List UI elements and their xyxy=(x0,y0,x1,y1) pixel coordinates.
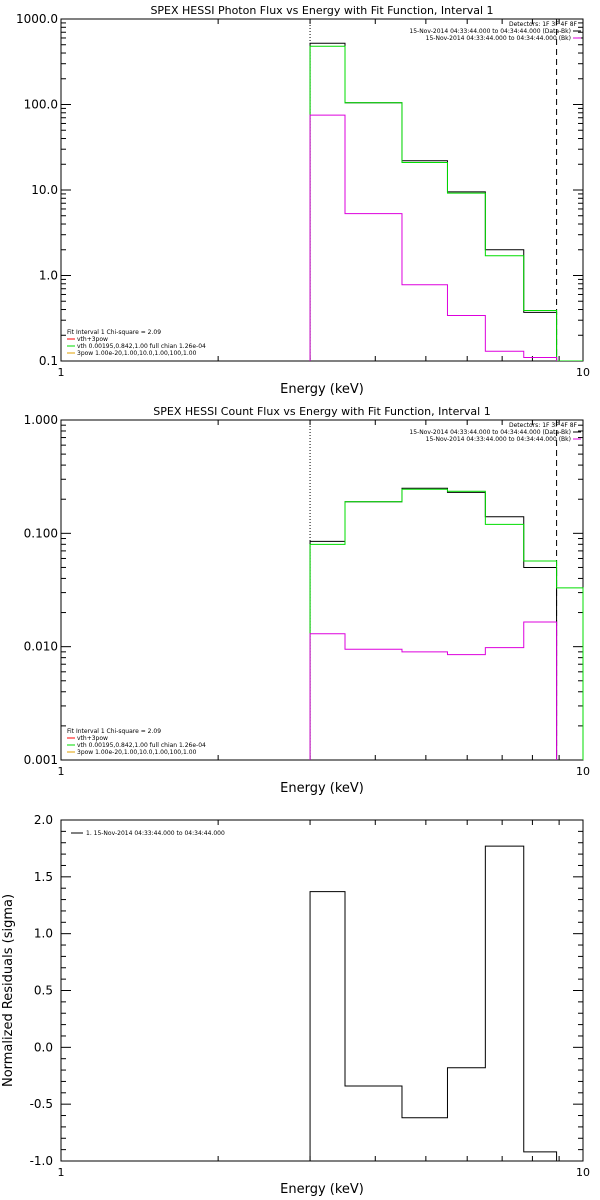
fit-info-line: vth+3pow xyxy=(77,735,108,742)
x-tick-label: 10 xyxy=(576,765,590,778)
x-tick-label: 10 xyxy=(576,366,590,379)
series-1-steps xyxy=(309,845,558,1161)
y-tick-label: 0.1 xyxy=(39,354,58,368)
x-axis-label: Energy (keV) xyxy=(280,382,364,397)
y-tick-label: 100.0 xyxy=(24,98,58,112)
y-tick-label: -1.0 xyxy=(30,1154,53,1168)
series-3-steps xyxy=(309,114,558,361)
y-tick-label: 2.0 xyxy=(34,813,53,827)
legend-entry: 15-Nov-2014 04:33:44.000 to 04:34:44.000… xyxy=(409,429,571,436)
x-tick-label: 1 xyxy=(58,366,65,379)
y-tick-label: -0.5 xyxy=(30,1097,53,1111)
chart-title: SPEX HESSI Photon Flux vs Energy with Fi… xyxy=(150,4,493,17)
y-tick-label: 1.5 xyxy=(34,870,53,884)
chart-panel-2: SPEX HESSI Count Flux vs Energy with Fit… xyxy=(24,405,590,796)
fit-info-line: 3pow 1.00e-20,1.00,10.0,1.00,100,1.00 xyxy=(77,749,197,756)
y-tick-label: 0.010 xyxy=(24,640,58,654)
x-tick-label: 1 xyxy=(58,1166,65,1179)
legend-entry: 15-Nov-2014 04:33:44.000 to 04:34:44.000… xyxy=(426,35,571,42)
plot-frame xyxy=(60,18,584,362)
chart-panel-1: SPEX HESSI Photon Flux vs Energy with Fi… xyxy=(16,4,590,397)
series-2-steps xyxy=(309,45,583,361)
series-1-steps xyxy=(309,42,558,361)
x-axis-label: Energy (keV) xyxy=(280,781,364,796)
fit-info-line: vth 0.00195,0.842,1.00 full chian 1.26e-… xyxy=(77,742,206,749)
y-tick-label: 1.0 xyxy=(34,927,53,941)
y-tick-label: 10.0 xyxy=(31,183,58,197)
y-tick-label: 0.5 xyxy=(34,984,53,998)
legend-entry: 15-Nov-2014 04:33:44.000 to 04:34:44.000… xyxy=(426,436,571,443)
fit-info-line: vth 0.00195,0.842,1.00 full chian 1.26e-… xyxy=(77,343,206,350)
legend-header: Detectors: 1F 3F 4F 8F xyxy=(509,422,578,429)
y-tick-label: 1000.0 xyxy=(16,12,58,26)
x-tick-label: 1 xyxy=(58,765,65,778)
chart-panel-3: 1 10 Energy (keV) 2.0 1.5 1.0 0.5 0.0 -0.5 -1.0 No… xyxy=(1,813,590,1197)
y-tick-label: 0.100 xyxy=(24,526,58,540)
fit-info-line: Fit Interval 1 Chi-square = 2.09 xyxy=(67,329,161,336)
y-axis-label: Normalized Residuals (sigma) xyxy=(1,894,16,1087)
y-tick-label: 1.000 xyxy=(24,413,58,427)
y-tick-label: 0.001 xyxy=(24,753,58,767)
legend-header: Detectors: 1F 3F 4F 8F xyxy=(509,21,578,28)
series-1-steps xyxy=(309,487,558,760)
plot-frame xyxy=(60,419,584,761)
x-axis-label: Energy (keV) xyxy=(280,1182,364,1197)
y-tick-label: 0.0 xyxy=(34,1040,53,1054)
fit-info-line: 3pow 1.00e-20,1.00,10.0,1.00,100,1.00 xyxy=(77,350,197,357)
series-3-steps xyxy=(309,621,558,760)
y-tick-label: 1.0 xyxy=(39,269,58,283)
legend-entry: 15-Nov-2014 04:33:44.000 to 04:34:44.000… xyxy=(409,28,571,35)
legend-entry: 1. 15-Nov-2014 04:33:44.000 to 04:34:44.… xyxy=(86,830,225,837)
fit-info-line: Fit Interval 1 Chi-square = 2.09 xyxy=(67,728,161,735)
chart-title: SPEX HESSI Count Flux vs Energy with Fit… xyxy=(153,405,490,418)
plot-frame xyxy=(60,819,584,1162)
x-tick-label: 10 xyxy=(576,1166,590,1179)
fit-info-line: vth+3pow xyxy=(77,336,108,343)
series-2-steps xyxy=(309,488,584,760)
